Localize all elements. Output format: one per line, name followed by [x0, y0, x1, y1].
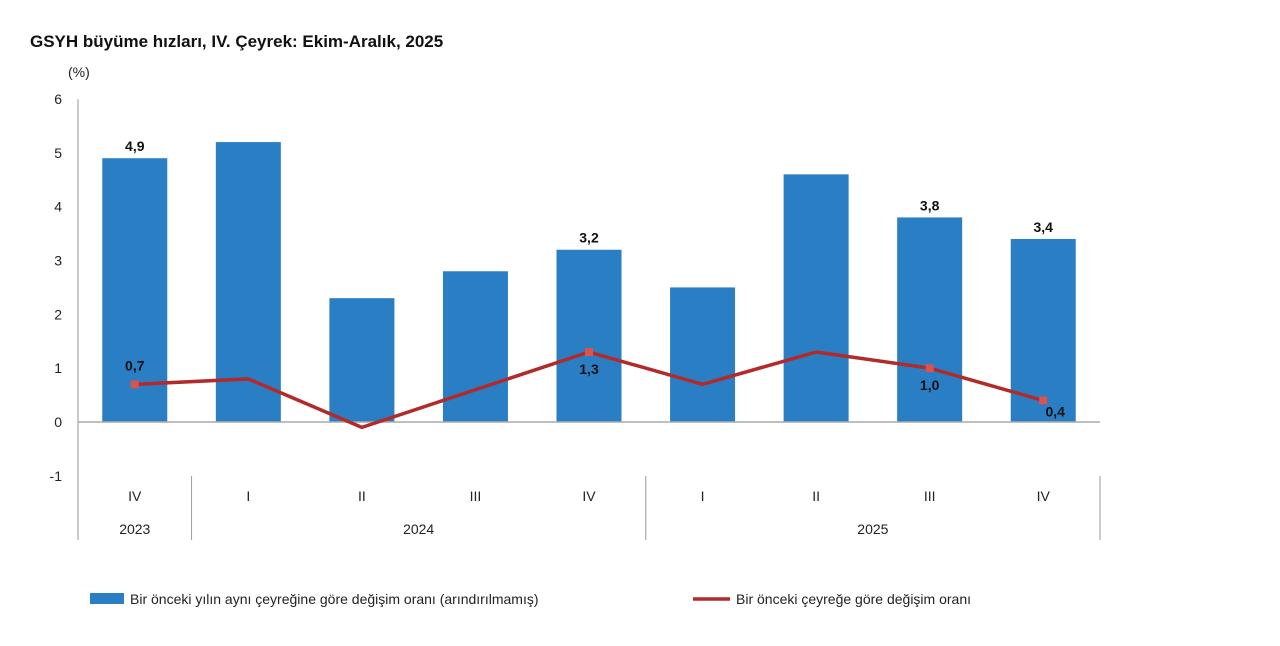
legend: Bir önceki yılın aynı çeyreğine göre değ…: [90, 591, 971, 607]
y-axis-label: (%): [68, 64, 90, 80]
bar-data-label: 3,8: [920, 197, 940, 213]
y-tick-label: 3: [54, 253, 62, 269]
line-data-label: 0,4: [1045, 403, 1065, 419]
legend-label-line: Bir önceki çeyreğe göre değişim oranı: [736, 591, 971, 607]
bar: [1010, 238, 1076, 422]
chart-title: GSYH büyüme hızları, IV. Çeyrek: Ekim-Ar…: [30, 32, 443, 51]
x-tick-label: IV: [582, 488, 596, 504]
y-tick-label: 2: [54, 306, 62, 322]
year-group-label: 2025: [857, 521, 888, 537]
line-point: [585, 348, 593, 357]
y-tick-label: 4: [54, 199, 62, 215]
y-tick-label: -1: [50, 468, 63, 484]
bar: [670, 287, 736, 422]
bar-data-label: 3,4: [1033, 219, 1053, 235]
bar: [329, 298, 395, 422]
line-data-label: 1,3: [579, 361, 599, 377]
year-group-label: 2023: [119, 521, 150, 537]
x-tick-label: IV: [1037, 488, 1051, 504]
bar: [102, 158, 168, 422]
line-point: [1039, 396, 1048, 405]
x-tick-label: III: [924, 488, 936, 504]
legend-label-bar: Bir önceki yılın aynı çeyreğine göre değ…: [130, 591, 539, 607]
bar: [215, 142, 281, 423]
year-group-label: 2024: [403, 521, 434, 537]
y-tick-label: 0: [54, 414, 62, 430]
x-tick-label: II: [358, 488, 366, 504]
x-tick-label: IV: [128, 488, 142, 504]
line-data-label: 1,0: [920, 377, 940, 393]
line-point: [925, 364, 934, 373]
bar-data-label: 4,9: [125, 138, 145, 154]
bar: [442, 271, 508, 422]
legend-swatch-bar: [90, 593, 124, 604]
line-point: [130, 380, 139, 389]
x-tick-label: I: [246, 488, 250, 504]
bar: [783, 174, 849, 422]
bar-data-label: 3,2: [579, 230, 599, 246]
x-tick-label: III: [470, 488, 482, 504]
y-tick-label: 1: [54, 360, 62, 376]
y-tick-label: 5: [54, 145, 62, 161]
y-tick-label: 6: [54, 91, 62, 107]
x-tick-label: II: [812, 488, 820, 504]
line-data-label: 0,7: [125, 357, 145, 373]
bar: [556, 249, 622, 422]
x-tick-label: I: [701, 488, 705, 504]
bar: [897, 217, 963, 422]
